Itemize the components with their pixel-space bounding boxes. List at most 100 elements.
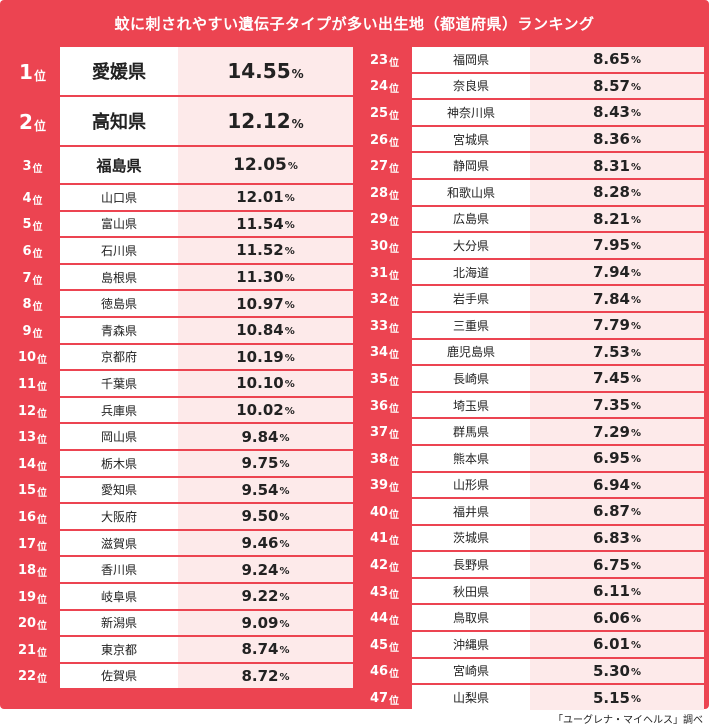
percentage-value: 6.11% xyxy=(530,578,704,604)
value-unit: % xyxy=(630,533,642,545)
value-number: 7.53 xyxy=(592,342,630,361)
row-cells: 滋賀県 9.46% xyxy=(60,530,353,556)
ranking-row: 6 位 石川県 11.52% xyxy=(5,238,353,265)
rank-label: 30 位 xyxy=(357,233,412,260)
rank-number: 19 xyxy=(17,589,37,605)
prefecture-name: 福島県 xyxy=(96,156,142,175)
row-cells: 岩手県 7.84% xyxy=(412,286,704,311)
rank-number: 22 xyxy=(17,669,37,685)
rank-label: 47 位 xyxy=(357,685,412,712)
percentage-value: 7.94% xyxy=(530,259,704,285)
rank-suffix: 位 xyxy=(37,541,48,553)
percentage-value: 14.55% xyxy=(178,47,353,95)
rank-number: 20 xyxy=(17,616,37,632)
value-number: 10.97 xyxy=(236,294,284,313)
prefecture-name: 栃木県 xyxy=(100,456,137,471)
value-number: 10.19 xyxy=(236,347,284,366)
value-number: 8.43 xyxy=(592,103,630,122)
rank-label: 42 位 xyxy=(357,552,412,579)
row-cells: 北海道 7.94% xyxy=(412,259,704,285)
rank-number: 23 xyxy=(369,52,389,68)
rank-suffix: 位 xyxy=(389,509,400,521)
row-cells: 群馬県 7.29% xyxy=(412,419,704,444)
ranking-row: 14 位 栃木県 9.75% xyxy=(5,450,353,478)
rank-label: 27 位 xyxy=(357,153,412,180)
rank-suffix: 位 xyxy=(389,323,400,335)
row-cells: 三重県 7.79% xyxy=(412,312,704,338)
prefecture-name: 岐阜県 xyxy=(100,589,137,604)
prefecture-name: 茨城県 xyxy=(452,531,489,546)
ranking-row: 36 位 埼玉県 7.35% xyxy=(357,392,704,420)
value-number: 7.79 xyxy=(592,316,630,335)
rank-suffix: 位 xyxy=(37,568,48,580)
row-cells: 青森県 10.84% xyxy=(60,317,353,343)
rank-number: 7 xyxy=(22,270,32,286)
value-unit: % xyxy=(279,618,290,630)
prefecture-name: 和歌山県 xyxy=(446,185,495,200)
row-cells: 富山県 11.54% xyxy=(60,211,353,237)
rank-label: 36 位 xyxy=(357,393,412,420)
rank-number: 2 xyxy=(19,110,33,134)
value-number: 6.94 xyxy=(592,475,630,494)
percentage-value: 12.05% xyxy=(178,147,353,183)
value-unit: % xyxy=(630,587,642,599)
value-number: 8.31 xyxy=(592,156,630,175)
ranking-row: 10 位 京都府 10.19% xyxy=(5,344,353,372)
percentage-value: 9.46% xyxy=(178,530,353,556)
rank-suffix: 位 xyxy=(389,243,400,255)
value-number: 11.52 xyxy=(236,241,284,260)
prefecture-name: 広島県 xyxy=(452,212,489,227)
ranking-row: 28 位 和歌山県 8.28% xyxy=(357,179,704,207)
value-number: 9.46 xyxy=(241,534,279,553)
ranking-row: 46 位 宮崎県 5.30% xyxy=(357,658,704,686)
rank-number: 6 xyxy=(22,243,32,259)
rank-number: 21 xyxy=(17,642,37,658)
ranking-row: 17 位 滋賀県 9.46% xyxy=(5,530,353,558)
percentage-value: 7.53% xyxy=(530,339,704,365)
rank-label: 17 位 xyxy=(5,531,60,558)
value-unit: % xyxy=(630,321,642,333)
rank-number: 47 xyxy=(369,691,389,707)
value-number: 12.05 xyxy=(233,155,287,175)
row-cells: 沖縄県 6.01% xyxy=(412,632,704,657)
value-number: 7.84 xyxy=(592,289,630,308)
value-number: 8.72 xyxy=(241,666,279,685)
value-number: 6.95 xyxy=(592,449,630,468)
row-cells: 香川県 9.24% xyxy=(60,557,353,582)
value-unit: % xyxy=(279,592,290,604)
prefecture-name: 秋田県 xyxy=(452,584,489,599)
percentage-value: 6.83% xyxy=(530,525,704,551)
rank-label: 16 位 xyxy=(5,504,60,531)
value-unit: % xyxy=(291,67,304,81)
rank-number: 41 xyxy=(369,531,389,547)
row-cells: 島根県 11.30% xyxy=(60,264,353,290)
rank-label: 33 位 xyxy=(357,313,412,340)
prefecture-name: 愛媛県 xyxy=(92,62,146,83)
row-cells: 奈良県 8.57% xyxy=(412,73,704,99)
value-unit: % xyxy=(284,219,295,231)
row-cells: 岡山県 9.84% xyxy=(60,424,353,449)
value-number: 9.24 xyxy=(241,560,279,579)
row-cells: 山形県 6.94% xyxy=(412,472,704,498)
percentage-value: 7.45% xyxy=(530,366,704,391)
ranking-row: 34 位 鹿児島県 7.53% xyxy=(357,339,704,367)
rank-number: 13 xyxy=(17,430,37,446)
prefecture-name: 長野県 xyxy=(452,558,489,573)
rank-number: 28 xyxy=(369,185,389,201)
ranking-row: 11 位 千葉県 10.10% xyxy=(5,371,353,398)
row-cells: 山口県 12.01% xyxy=(60,185,353,210)
rank-number: 5 xyxy=(22,217,32,233)
ranking-row: 42 位 長野県 6.75% xyxy=(357,552,704,579)
ranking-row: 25 位 神奈川県 8.43% xyxy=(357,100,704,127)
rank-label: 29 位 xyxy=(357,207,412,234)
row-cells: 栃木県 9.75% xyxy=(60,450,353,476)
rank-suffix: 位 xyxy=(37,674,48,686)
rank-number: 46 xyxy=(369,664,389,680)
rank-suffix: 位 xyxy=(389,217,400,229)
rank-suffix: 位 xyxy=(389,137,400,149)
prefecture-name: 佐賀県 xyxy=(100,669,137,684)
value-unit: % xyxy=(630,214,642,226)
prefecture-name: 群馬県 xyxy=(452,425,489,440)
rank-suffix: 位 xyxy=(389,589,400,601)
rank-label: 40 位 xyxy=(357,499,412,526)
